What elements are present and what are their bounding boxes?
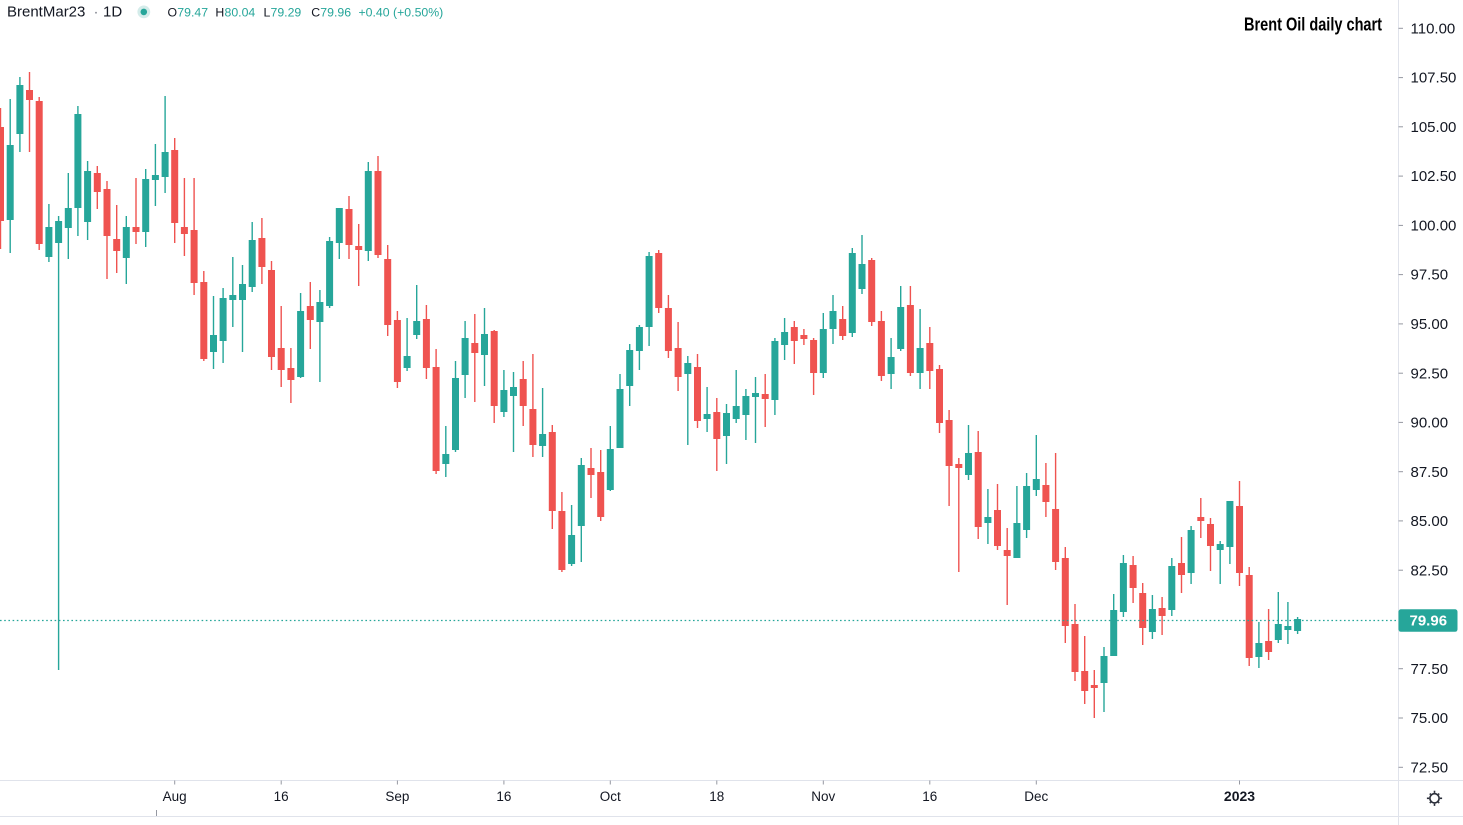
- svg-text:Aug: Aug: [163, 789, 187, 804]
- svg-text:16: 16: [922, 789, 937, 804]
- svg-text:Brent Oil daily chart: Brent Oil daily chart: [1244, 15, 1382, 35]
- svg-text:105.00: 105.00: [1411, 119, 1457, 136]
- svg-text:97.50: 97.50: [1411, 267, 1449, 284]
- svg-text:79.29: 79.29: [271, 6, 302, 20]
- svg-text:110.00: 110.00: [1411, 20, 1456, 37]
- svg-text:16: 16: [496, 789, 511, 804]
- svg-text:80.04: 80.04: [225, 6, 256, 20]
- svg-text:107.50: 107.50: [1411, 70, 1457, 87]
- svg-text:O: O: [168, 6, 178, 20]
- svg-text:102.50: 102.50: [1411, 168, 1457, 185]
- svg-text:77.50: 77.50: [1411, 661, 1449, 678]
- svg-text:C: C: [311, 6, 320, 20]
- svg-text:92.50: 92.50: [1411, 365, 1449, 382]
- svg-text:H: H: [215, 6, 224, 20]
- svg-text:16: 16: [274, 789, 289, 804]
- svg-text:1D: 1D: [103, 3, 122, 20]
- svg-text:Sep: Sep: [385, 789, 409, 804]
- svg-text:79.96: 79.96: [320, 6, 351, 20]
- svg-text:100.00: 100.00: [1411, 218, 1457, 235]
- svg-text:82.50: 82.50: [1411, 562, 1449, 579]
- svg-text:Oct: Oct: [600, 789, 621, 804]
- svg-text:+0.40 (+0.50%): +0.40 (+0.50%): [359, 6, 444, 20]
- svg-text:72.50: 72.50: [1411, 759, 1449, 776]
- svg-text:Dec: Dec: [1024, 789, 1048, 804]
- svg-text:18: 18: [709, 789, 724, 804]
- svg-text:2023: 2023: [1224, 788, 1255, 804]
- svg-text:75.00: 75.00: [1411, 710, 1449, 727]
- svg-text:BrentMar23: BrentMar23: [7, 3, 85, 20]
- svg-text:·: ·: [94, 3, 99, 20]
- svg-text:79.96: 79.96: [1410, 613, 1448, 630]
- svg-text:Nov: Nov: [811, 789, 835, 804]
- svg-text:90.00: 90.00: [1411, 415, 1449, 432]
- svg-text:95.00: 95.00: [1411, 316, 1449, 333]
- svg-text:79.47: 79.47: [177, 6, 208, 20]
- svg-text:L: L: [264, 6, 271, 20]
- svg-text:87.50: 87.50: [1411, 464, 1449, 481]
- svg-text:85.00: 85.00: [1411, 513, 1449, 530]
